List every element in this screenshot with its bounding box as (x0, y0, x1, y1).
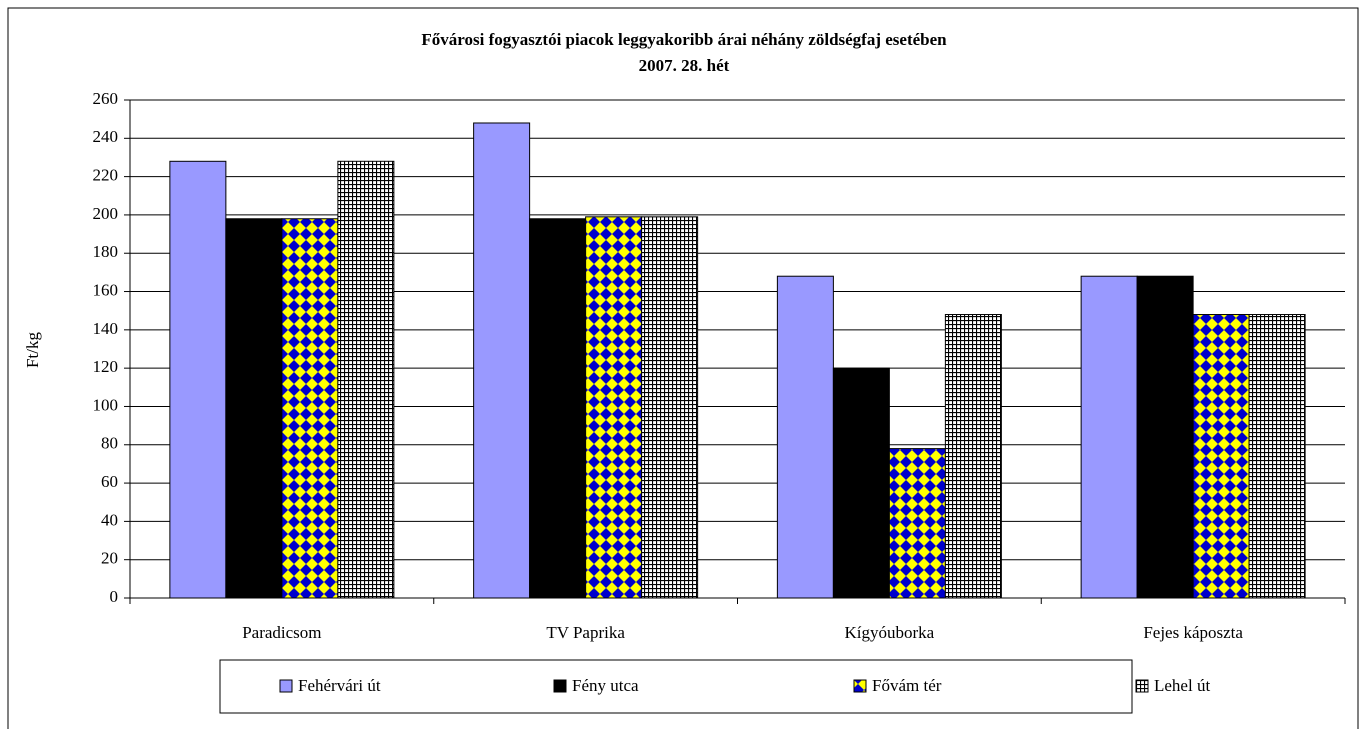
legend-swatch (553, 679, 567, 693)
chart-subtitle: 2007. 28. hét (639, 56, 730, 75)
bar (1248, 314, 1306, 599)
x-tick-label: Kígyóuborka (845, 623, 935, 642)
legend-label: Lehel út (1154, 676, 1210, 695)
bar (1192, 314, 1250, 599)
y-tick-label: 160 (93, 280, 119, 299)
legend-swatch (1135, 679, 1149, 693)
y-tick-label: 100 (93, 395, 119, 414)
y-tick-label: 20 (101, 549, 118, 568)
legend-swatch (279, 679, 293, 693)
y-tick-label: 0 (110, 587, 119, 606)
y-tick-label: 180 (93, 242, 119, 261)
bar (529, 218, 587, 599)
y-tick-label: 120 (93, 357, 119, 376)
bar (888, 448, 946, 599)
bar (641, 216, 699, 599)
y-tick-label: 80 (101, 434, 118, 453)
bar (1080, 275, 1138, 599)
frame (7, 7, 1359, 729)
y-tick-label: 240 (93, 127, 119, 146)
y-tick-label: 60 (101, 472, 118, 491)
bar (473, 122, 531, 599)
legend-label: Fővám tér (872, 676, 942, 695)
bar (1136, 275, 1194, 599)
x-tick-label: Paradicsom (242, 623, 321, 642)
bar (169, 160, 227, 599)
bar (944, 314, 1002, 599)
bar (585, 216, 643, 599)
bar (832, 367, 890, 599)
bar (337, 160, 395, 599)
legend-swatch (853, 679, 867, 693)
y-tick-label: 260 (93, 89, 119, 108)
legend-label: Fehérvári út (298, 676, 381, 695)
y-tick-label: 200 (93, 204, 119, 223)
bar (281, 218, 339, 599)
y-axis-label: Ft/kg (23, 332, 42, 368)
y-tick-label: 140 (93, 319, 119, 338)
chart-title: Fővárosi fogyasztói piacok leggyakoribb … (421, 30, 947, 49)
y-tick-label: 40 (101, 510, 118, 529)
y-tick-label: 220 (93, 166, 119, 185)
legend-box (219, 659, 1133, 714)
x-tick-label: Fejes káposzta (1143, 623, 1243, 642)
bar (776, 275, 834, 599)
legend-label: Fény utca (572, 676, 639, 695)
x-tick-label: TV Paprika (546, 623, 625, 642)
bar (225, 218, 283, 599)
